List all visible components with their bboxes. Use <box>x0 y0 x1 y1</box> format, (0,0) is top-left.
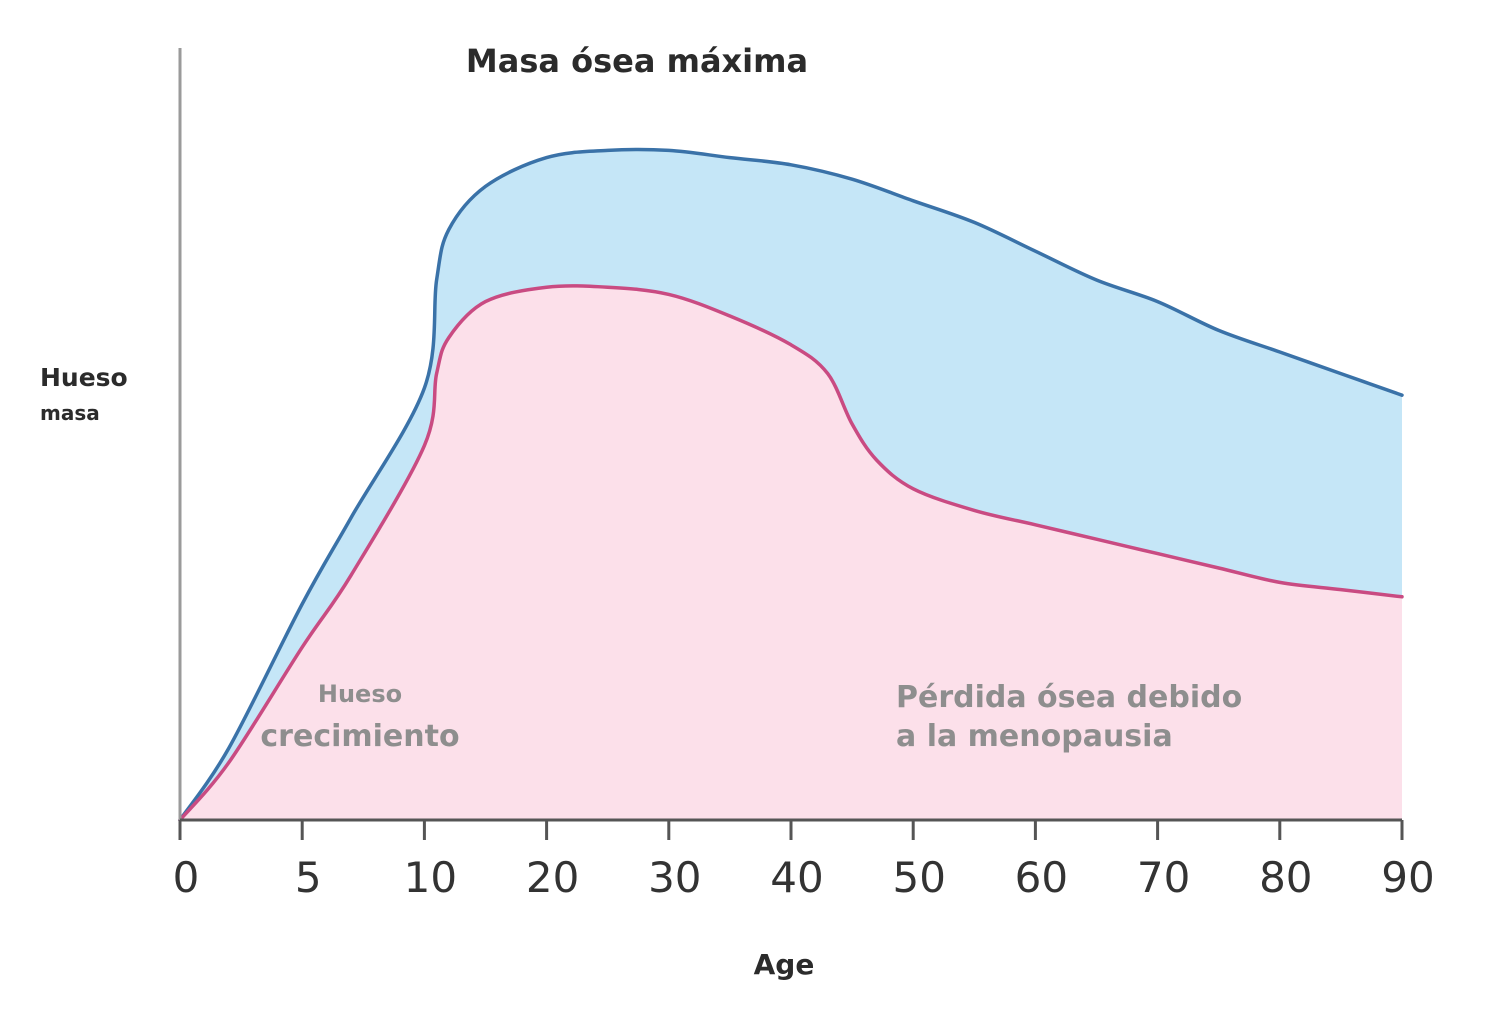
x-tick-label: 5 <box>295 853 322 902</box>
annotation-menopause-line1: Pérdida ósea debido <box>896 680 1242 715</box>
x-ticks: 0 5 10 20 30 40 50 60 70 80 90 <box>173 820 1435 902</box>
x-tick-label: 0 <box>173 853 200 902</box>
series-line-upper <box>178 147 1404 822</box>
areas-layer <box>180 149 1402 821</box>
x-tick-label: 80 <box>1259 853 1312 902</box>
x-axis-label: Age <box>754 948 815 981</box>
x-tick-label: 10 <box>404 853 457 902</box>
x-tick-label: 60 <box>1015 853 1068 902</box>
x-tick-label: 40 <box>770 853 823 902</box>
y-axis-label-line1: Hueso <box>40 363 128 392</box>
chart-title: Masa ósea máxima <box>466 42 808 80</box>
x-tick-label: 90 <box>1381 853 1434 902</box>
x-tick-label: 20 <box>526 853 579 902</box>
x-tick-label: 30 <box>648 853 701 902</box>
annotation-menopause-line2: a la menopausia <box>896 719 1173 754</box>
lines-layer <box>178 147 1404 822</box>
series-area-lower <box>180 285 1402 821</box>
y-axis-label-line2: masa <box>40 401 100 425</box>
x-tick-label: 70 <box>1137 853 1190 902</box>
x-tick-label: 50 <box>892 853 945 902</box>
series-line-lower <box>178 284 1404 822</box>
annotation-bone-growth-line2: crecimiento <box>260 719 459 754</box>
annotation-bone-growth-line1: Hueso <box>318 680 402 708</box>
